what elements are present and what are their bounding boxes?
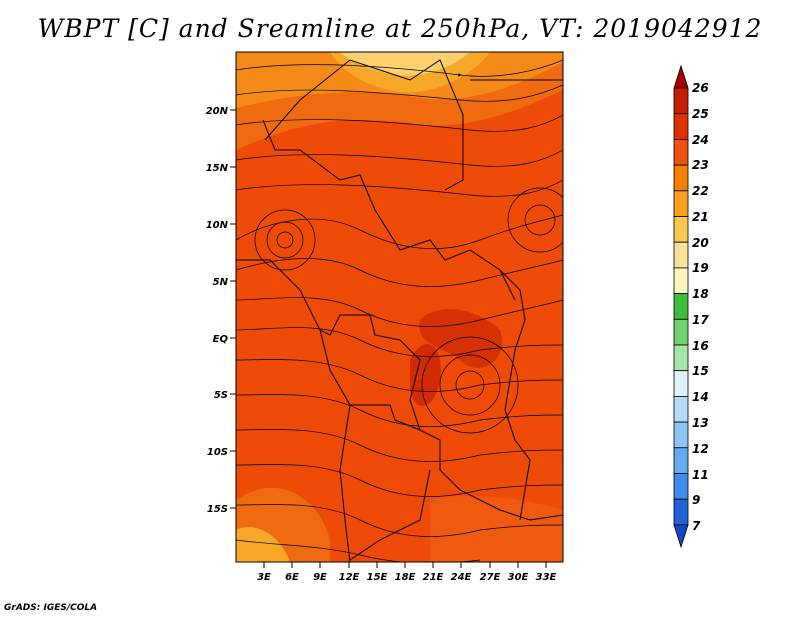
lon-label: 24E xyxy=(451,572,472,583)
colorbar-label: 25 xyxy=(692,107,709,121)
lat-label: 10N xyxy=(206,220,229,231)
lat-label: 10S xyxy=(207,447,228,458)
colorbar-labels: 26 25 24 23 22 21 20 19 18 17 16 15 14 1… xyxy=(692,81,709,533)
colorbar-swatch xyxy=(673,447,689,474)
colorbar-swatch xyxy=(673,395,689,423)
colorbar-swatch xyxy=(673,267,689,294)
lon-label: 6E xyxy=(285,572,299,583)
country-borders xyxy=(236,59,563,562)
colorbar-label: 9 xyxy=(692,493,700,507)
colorbar-swatch xyxy=(673,318,689,346)
colorbar-label: 19 xyxy=(692,261,709,275)
lon-label: 3E xyxy=(257,572,271,583)
colorbar-swatch xyxy=(673,293,689,320)
lat-label: 5N xyxy=(213,277,229,288)
colorbar-label: 24 xyxy=(692,133,709,147)
colorbar-swatch xyxy=(673,344,689,372)
colorbar-swatch xyxy=(673,138,689,166)
lat-label: 15S xyxy=(207,504,228,515)
lon-label: 9E xyxy=(313,572,327,583)
lon-labels: 3E 6E 9E 12E 15E 18E 21E 24E 27E 30E 33E xyxy=(257,572,556,583)
colorbar-label: 26 xyxy=(692,81,709,95)
streamlines xyxy=(236,59,563,562)
colorbar-swatch xyxy=(673,498,689,526)
colorbar-label: 11 xyxy=(692,468,709,482)
colorbar-swatch xyxy=(673,164,689,192)
colorbar-swatch xyxy=(673,190,689,217)
lat-label: 15N xyxy=(206,163,229,174)
lat-label: 20N xyxy=(206,106,229,117)
lat-ticks xyxy=(230,109,236,509)
colorbar-swatch xyxy=(673,87,689,115)
temperature-field xyxy=(236,52,563,562)
colorbar-swatch xyxy=(673,370,689,397)
colorbar-swatch xyxy=(673,216,689,243)
colorbar-top-arrow xyxy=(673,64,689,89)
colorbar-swatch xyxy=(673,241,689,269)
lon-label: 30E xyxy=(508,572,529,583)
lat-labels: 20N 15N 10N 5N EQ 5S 10S 15S xyxy=(206,106,229,515)
colorbar-label: 7 xyxy=(692,519,701,533)
lon-label: 33E xyxy=(536,572,557,583)
colorbar xyxy=(673,64,689,549)
colorbar-swatch xyxy=(673,473,689,500)
colorbar-label: 16 xyxy=(692,339,709,353)
map-frame xyxy=(235,51,564,563)
lon-label: 27E xyxy=(480,572,501,583)
lat-label: 5S xyxy=(214,390,228,401)
colorbar-label: 20 xyxy=(692,236,709,250)
colorbar-label: 14 xyxy=(692,390,709,404)
colorbar-label: 15 xyxy=(692,364,709,378)
lon-label: 15E xyxy=(367,572,388,583)
chart-title: WBPT [C] and Sreamline at 250hPa, VT: 20… xyxy=(37,14,763,43)
colorbar-bottom-arrow xyxy=(673,524,689,549)
colorbar-swatch xyxy=(673,113,689,140)
lon-label: 21E xyxy=(423,572,444,583)
lon-ticks xyxy=(263,562,547,568)
lon-label: 12E xyxy=(339,572,360,583)
lon-label: 18E xyxy=(395,572,416,583)
colorbar-label: 21 xyxy=(692,210,709,224)
lat-label: EQ xyxy=(213,334,229,345)
grads-credit: GrADS: IGES/COLA xyxy=(4,603,98,613)
colorbar-swatch xyxy=(673,421,689,449)
colorbar-label: 13 xyxy=(692,416,709,430)
colorbar-label: 17 xyxy=(692,313,709,327)
colorbar-label: 22 xyxy=(692,184,709,198)
colorbar-label: 18 xyxy=(692,287,709,301)
colorbar-label: 12 xyxy=(692,442,709,456)
colorbar-label: 23 xyxy=(692,158,709,172)
